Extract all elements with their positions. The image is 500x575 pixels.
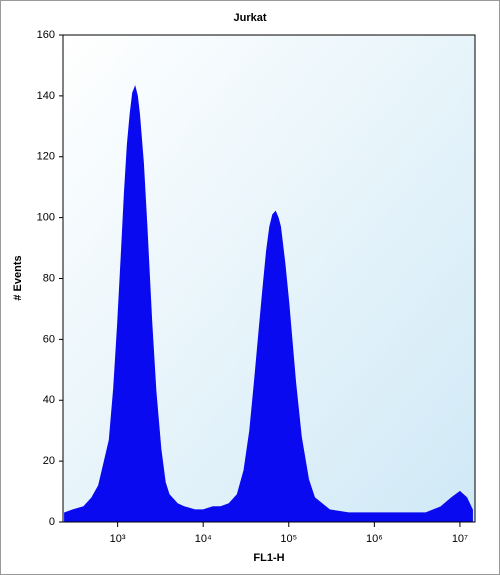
y-tick-label: 100	[37, 212, 55, 224]
y-tick-label: 60	[43, 333, 55, 345]
y-tick-label: 140	[37, 90, 55, 102]
x-tick-label: 10⁷	[452, 533, 468, 545]
x-tick-label: 10⁴	[195, 533, 212, 545]
y-tick-label: 120	[37, 151, 55, 163]
y-tick-label: 20	[43, 455, 55, 467]
x-axis-label: FL1-H	[253, 552, 284, 564]
x-tick-label: 10⁶	[366, 533, 383, 545]
plot-area	[62, 34, 476, 523]
y-tick-label: 80	[43, 272, 55, 284]
y-tick-label: 160	[37, 29, 55, 41]
x-tick-label: 10⁵	[280, 533, 297, 545]
histogram-area	[64, 85, 473, 523]
y-axis-label: # Events	[12, 255, 24, 300]
chart-title: Jurkat	[233, 12, 266, 24]
y-tick-label: 0	[49, 516, 55, 528]
y-tick-label: 40	[43, 394, 55, 406]
x-tick-label: 10³	[110, 533, 126, 545]
